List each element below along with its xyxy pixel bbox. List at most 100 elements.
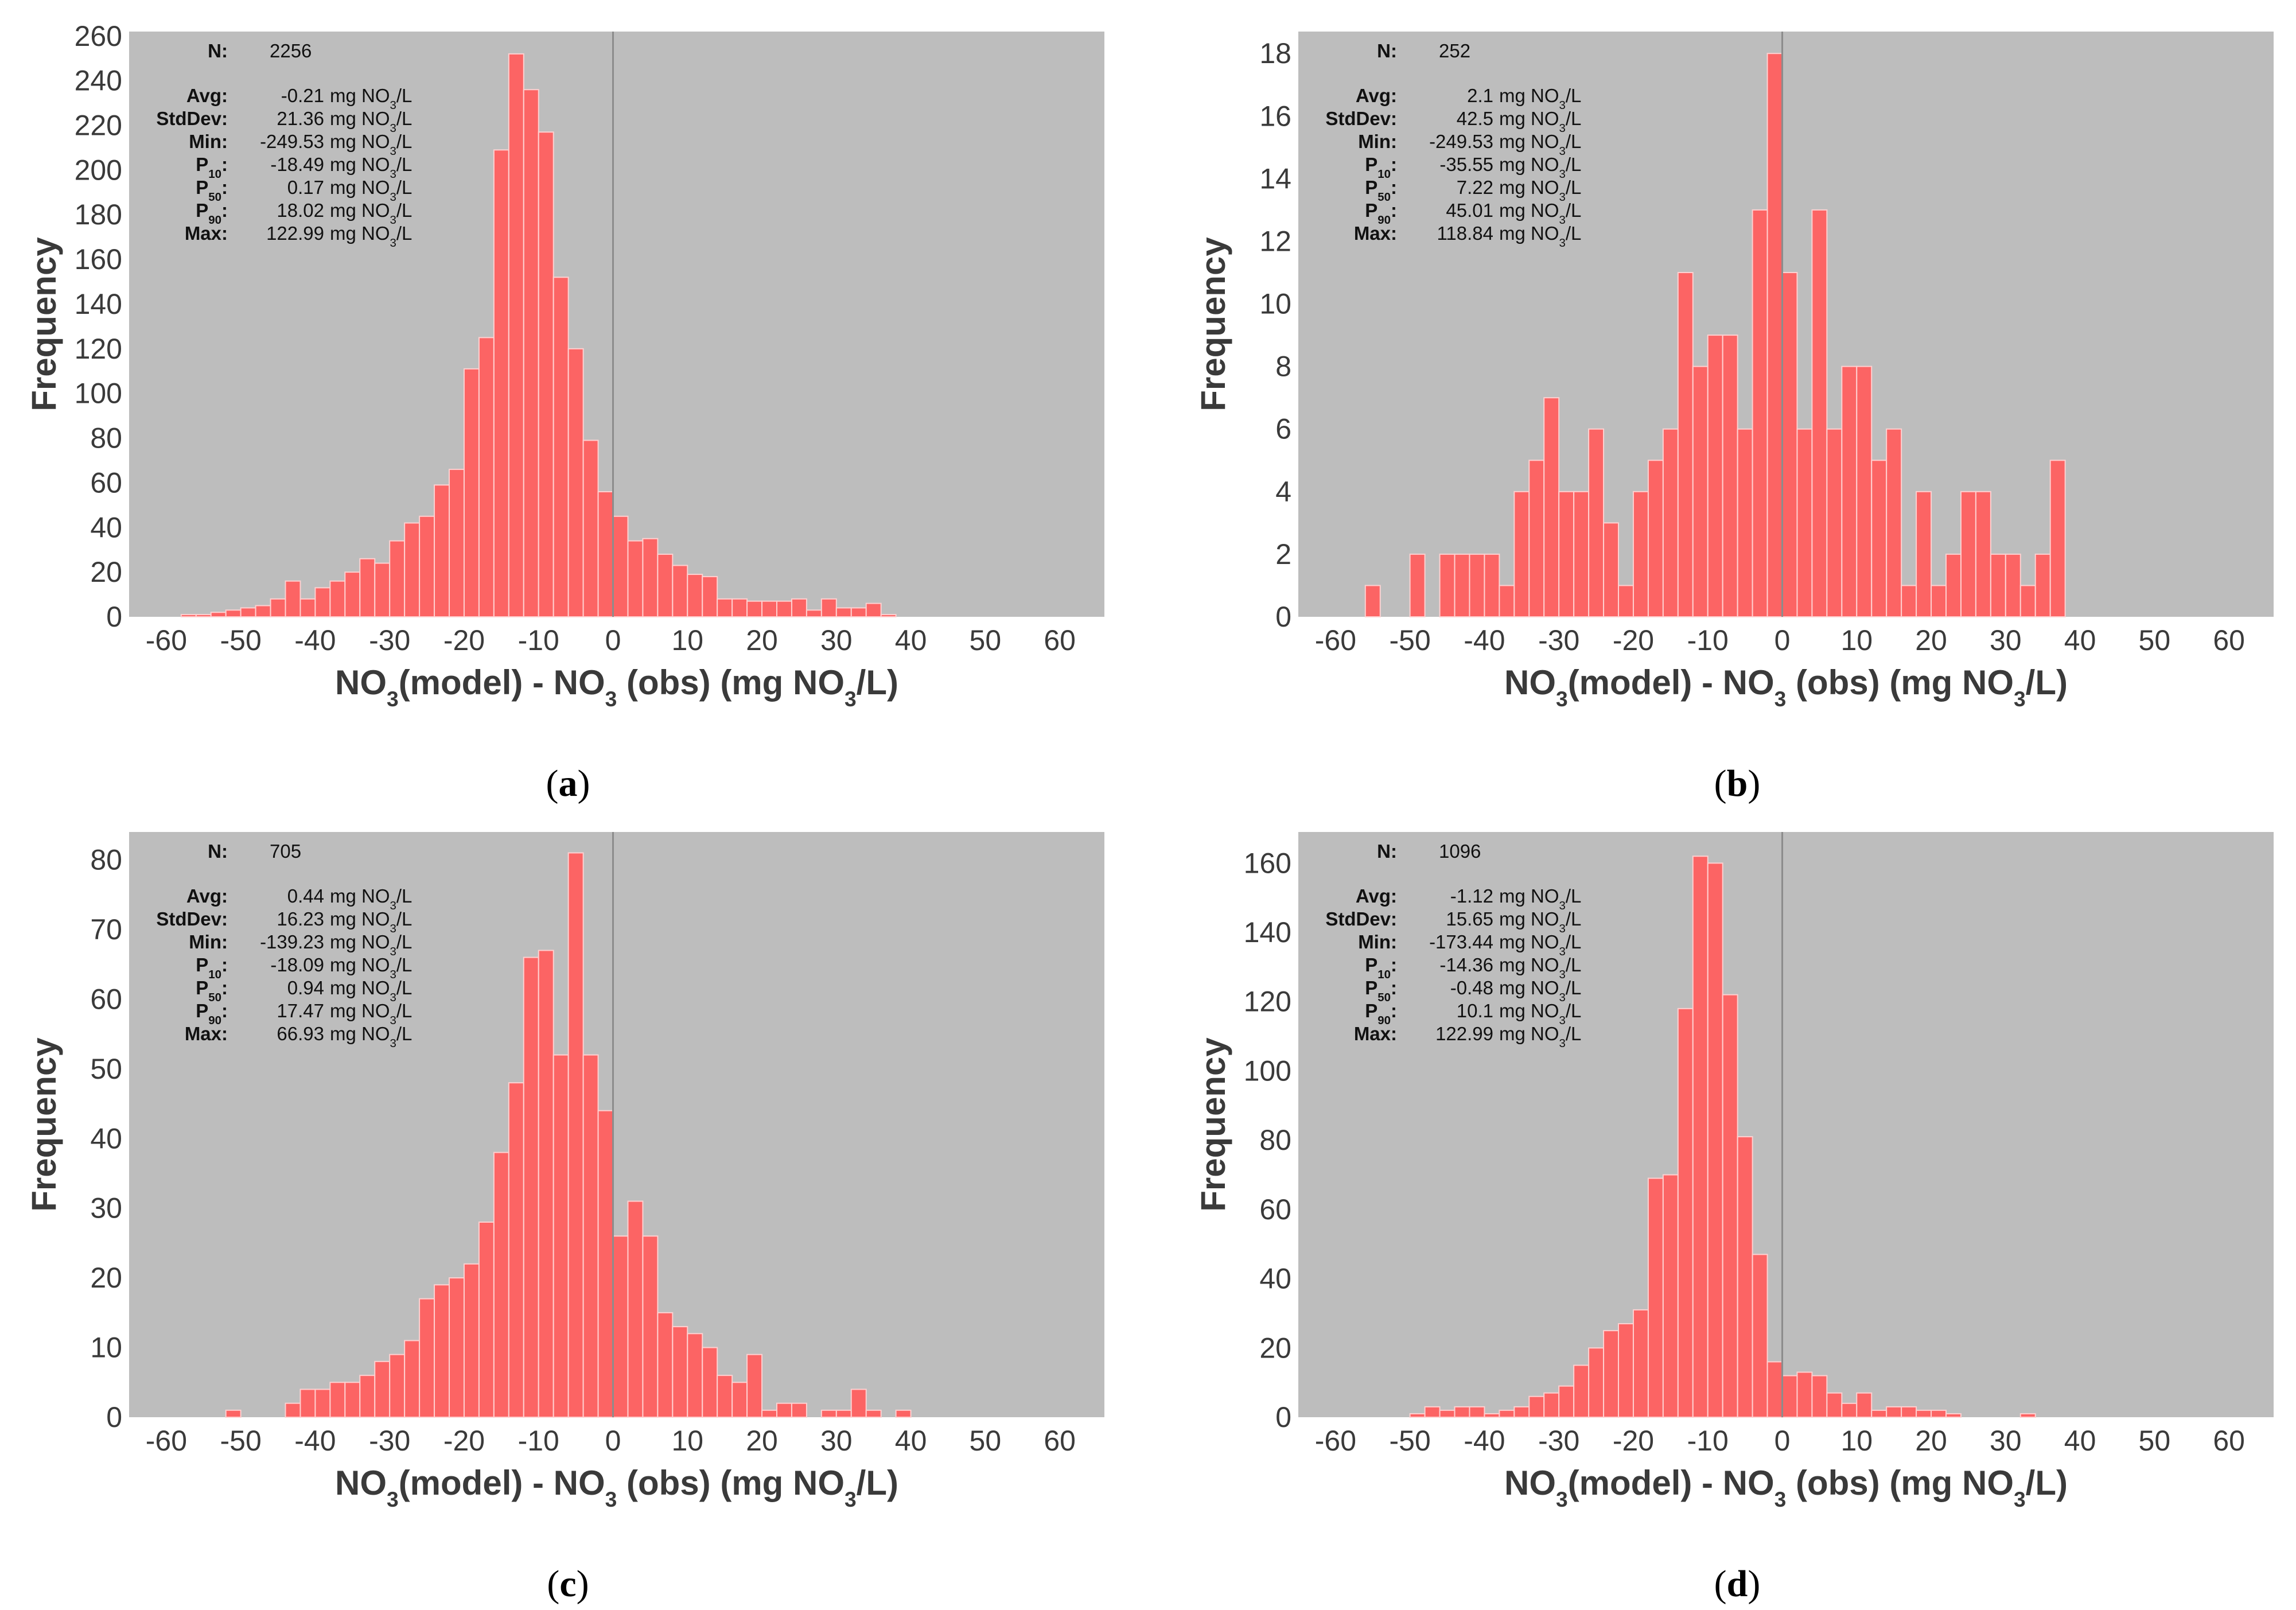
stat-value: -35.55 xyxy=(1439,154,1493,175)
histogram-bar xyxy=(180,614,197,617)
stat-value: -249.53 xyxy=(260,131,324,152)
histogram-bar xyxy=(657,1312,674,1418)
histogram-panel-d: -60 -50 -40 -30 -20 -10 0 10 20 30 40 50 60 0 20 40 60 80… xyxy=(1194,832,2274,1605)
stat-unit: mg NO3/L xyxy=(1499,108,1581,135)
y-tick-label: 20 xyxy=(90,1262,122,1294)
histogram-bar xyxy=(1662,428,1679,618)
stat-n-value: 2256 xyxy=(270,40,312,61)
y-axis-label: Frequency xyxy=(1194,237,1232,411)
histogram-bar xyxy=(389,1354,406,1418)
y-tick-label: 60 xyxy=(1259,1193,1291,1226)
histogram-bar xyxy=(255,605,271,617)
x-axis-label: NO3(model) - NO3 (obs) (mg NO3/L) xyxy=(1504,663,2068,711)
y-tick-label: 4 xyxy=(1275,476,1291,508)
x-tick-label: -50 xyxy=(220,624,262,656)
histogram-bar xyxy=(463,368,480,617)
histogram-bar xyxy=(597,491,614,618)
histogram-bar xyxy=(1632,1309,1649,1418)
histogram-bar xyxy=(1766,53,1783,617)
histogram-bar xyxy=(538,950,554,1418)
histogram-bar xyxy=(1886,428,1902,618)
histogram-bar xyxy=(1603,1330,1620,1418)
histogram-bar xyxy=(702,1347,718,1418)
y-tick-label: 100 xyxy=(1244,1055,1291,1087)
histogram-bar xyxy=(1573,1364,1590,1418)
x-tick-label: 40 xyxy=(2064,624,2096,656)
histogram-bar xyxy=(1781,1375,1798,1418)
histogram-bar xyxy=(359,1375,376,1418)
stat-value: 0.94 xyxy=(287,977,324,998)
stat-value: -14.36 xyxy=(1439,954,1493,975)
histogram-bar xyxy=(434,1284,450,1418)
stat-unit: mg NO3/L xyxy=(1499,177,1581,204)
stat-n-label: N: xyxy=(208,841,228,862)
stat-value: -139.23 xyxy=(260,931,324,952)
histogram-bar xyxy=(1901,1406,1917,1418)
stat-value: 21.36 xyxy=(277,108,324,129)
stat-key-label: Max: xyxy=(185,1023,228,1044)
histogram-bar xyxy=(1454,1406,1470,1418)
x-tick-label: 60 xyxy=(2213,1425,2245,1457)
stat-unit: mg NO3/L xyxy=(330,1023,412,1050)
stat-unit: mg NO3/L xyxy=(330,885,412,912)
y-tick-label: 0 xyxy=(1275,1401,1291,1433)
histogram-bar xyxy=(1841,365,1858,617)
x-tick-label: -20 xyxy=(1613,624,1654,656)
x-tick-label: 30 xyxy=(1990,1425,2022,1457)
histogram-bar xyxy=(761,1409,778,1418)
stat-unit: mg NO3/L xyxy=(330,223,412,250)
stat-key-label: P10: xyxy=(1365,154,1397,181)
y-tick-label: 40 xyxy=(90,1122,122,1154)
stat-unit: mg NO3/L xyxy=(330,931,412,958)
stat-unit: mg NO3/L xyxy=(330,908,412,935)
stat-value: 2.1 xyxy=(1467,85,1493,106)
histogram-bar xyxy=(1975,491,1991,617)
stat-value: 66.93 xyxy=(277,1023,324,1044)
stat-key-label: P50: xyxy=(196,977,228,1004)
histogram-bar xyxy=(449,1277,465,1418)
x-tick-label: -10 xyxy=(518,624,559,656)
stat-n-value: 252 xyxy=(1439,40,1470,61)
histogram-bar xyxy=(1409,553,1426,618)
stat-unit: mg NO3/L xyxy=(1499,908,1581,935)
x-tick-label: -40 xyxy=(1464,624,1505,656)
y-tick-label: 220 xyxy=(75,110,122,142)
y-tick-label: 12 xyxy=(1259,225,1291,257)
x-axis-label: NO3(model) - NO3 (obs) (mg NO3/L) xyxy=(1504,1464,2068,1511)
stat-unit: mg NO3/L xyxy=(330,85,412,112)
histogram-bar xyxy=(285,580,301,617)
x-tick-label: -30 xyxy=(369,624,410,656)
x-tick-label: -60 xyxy=(1315,1425,1356,1457)
stat-key-label: StdDev: xyxy=(1325,908,1397,930)
stat-key-label: P50: xyxy=(1365,177,1397,204)
histogram-bar xyxy=(835,1409,852,1418)
y-tick-label: 40 xyxy=(90,511,122,543)
x-tick-label: -40 xyxy=(1464,1425,1505,1457)
histogram-bar xyxy=(389,540,406,618)
stat-key-label: StdDev: xyxy=(1325,108,1397,129)
histogram-bar xyxy=(731,1382,748,1418)
y-tick-label: 20 xyxy=(1259,1332,1291,1364)
histogram-panel-c: -60 -50 -40 -30 -20 -10 0 10 20 30 40 50 60 0 10 20 30 40… xyxy=(25,832,1104,1605)
x-tick-label: 20 xyxy=(1915,624,1947,656)
histogram-bar xyxy=(672,1326,688,1418)
stat-value: -18.09 xyxy=(270,954,324,975)
y-tick-label: 10 xyxy=(1259,288,1291,320)
histogram-bar xyxy=(419,515,435,617)
x-tick-label: -30 xyxy=(1538,1425,1579,1457)
histogram-bar xyxy=(1722,335,1738,617)
x-axis-label: NO3(model) - NO3 (obs) (mg NO3/L) xyxy=(335,1464,898,1511)
panel-label: (c) xyxy=(547,1563,589,1605)
stat-key-label: P90: xyxy=(196,1000,228,1027)
histogram-bar xyxy=(449,469,465,617)
stat-key-label: Min: xyxy=(189,131,228,152)
stat-unit: mg NO3/L xyxy=(1499,954,1581,981)
stat-unit: mg NO3/L xyxy=(1499,885,1581,912)
histogram-bar xyxy=(1931,585,1947,617)
histogram-bar xyxy=(1707,335,1723,617)
histogram-bar xyxy=(820,598,837,618)
stat-n-value: 705 xyxy=(270,841,301,862)
y-axis-label: Frequency xyxy=(25,1037,63,1212)
histogram-bar xyxy=(1588,428,1605,618)
histogram-bar xyxy=(359,558,376,617)
